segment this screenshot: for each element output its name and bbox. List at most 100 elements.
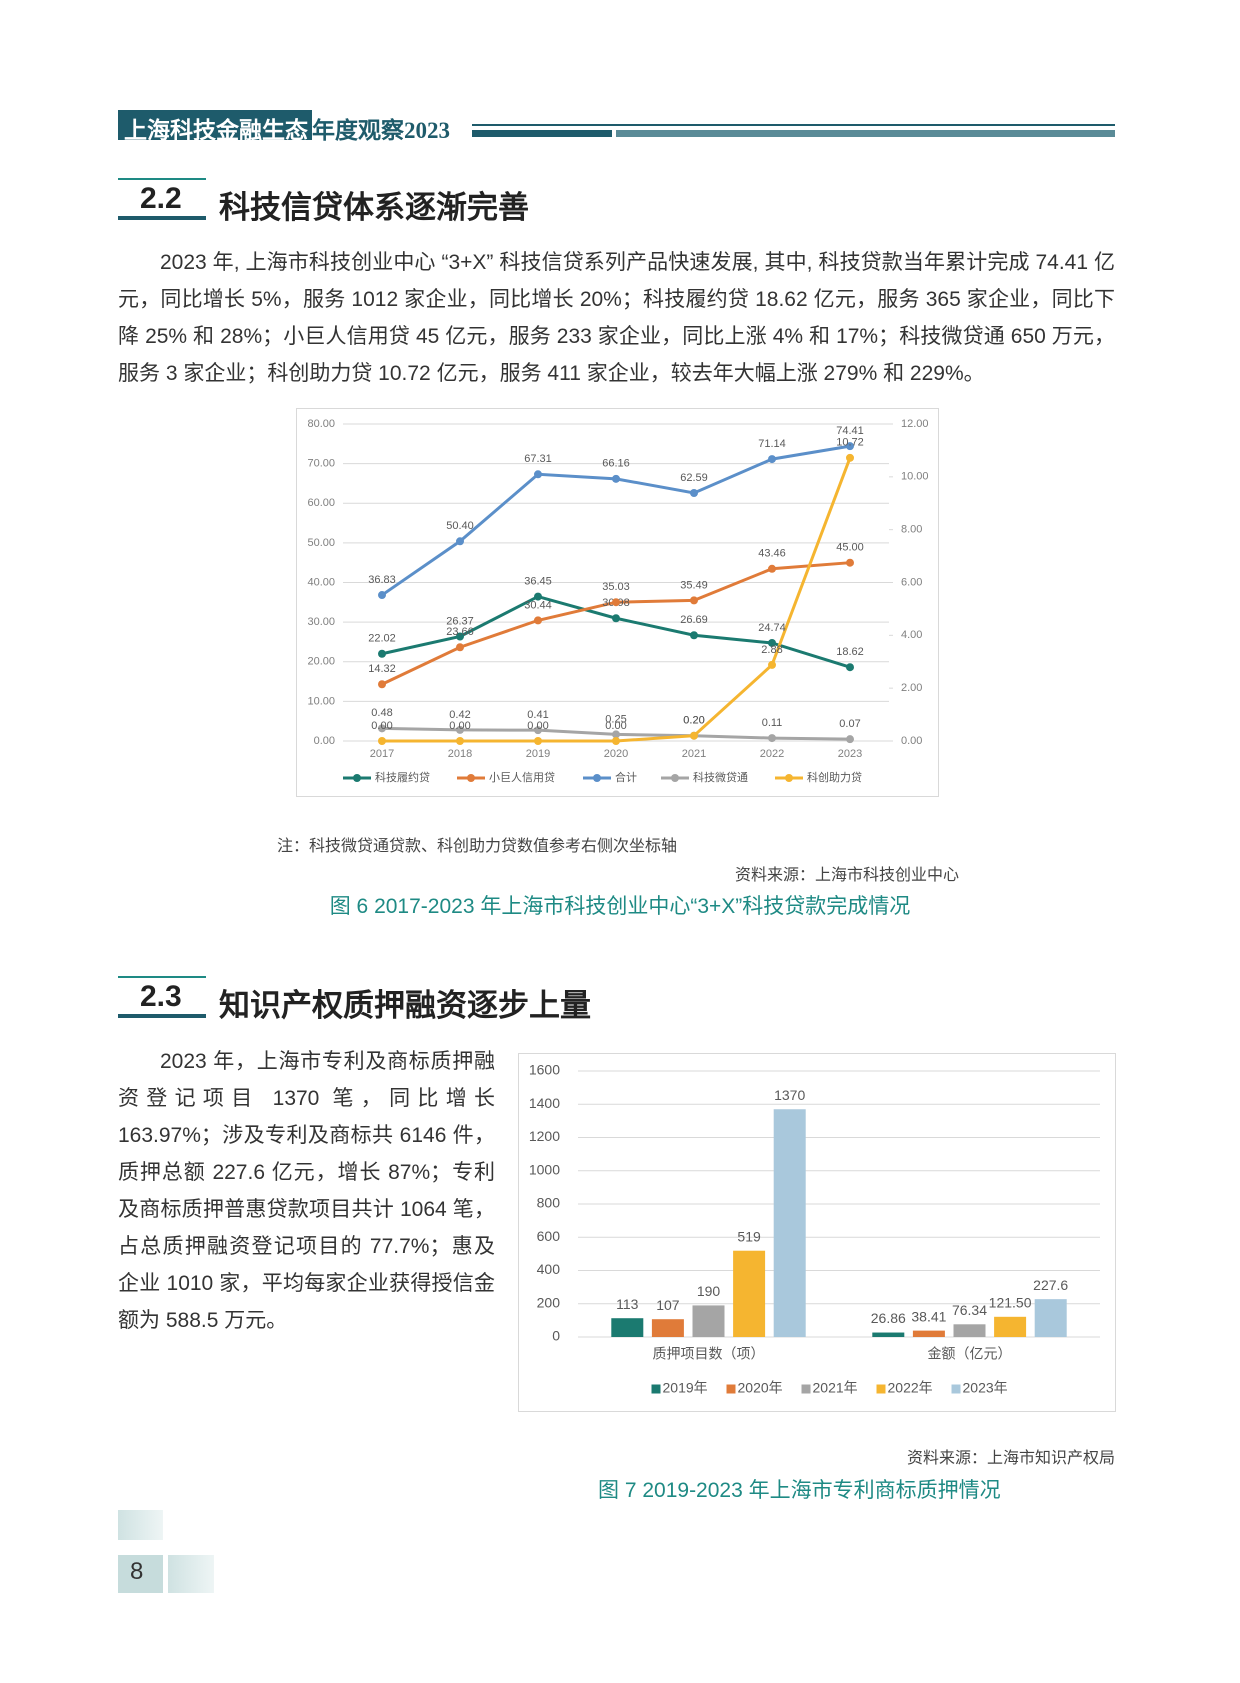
x-tick-label: 2023 [838,748,862,760]
y2-tick-label: 0.00 [901,735,922,747]
heading-rule [118,1014,206,1018]
source: 资料来源：上海市知识产权局 [906,1450,1115,1467]
source: 资料来源：上海市科技创业中心 [734,867,959,884]
data-label: 45.00 [836,542,864,554]
bar [994,1316,1027,1337]
data-point [846,453,854,462]
chart-note: 注：科技微贷通贷款、科创助力贷数值参考右侧次坐标轴 [277,838,678,855]
data-point [612,737,620,745]
section-title: 科技信贷体系逐渐完善 [219,190,529,225]
data-point [768,734,776,743]
data-label: 190 [697,1283,721,1299]
data-label: 38.41 [911,1308,946,1324]
data-label: 26.69 [680,614,708,626]
data-label: 71.14 [758,438,786,450]
figure-caption: 图 6 2017-2023 年上海市科技创业中心“3+X”科技贷款完成情况 [329,895,911,918]
y2-tick-label: 4.00 [901,629,922,641]
y-tick-label: 30.00 [307,616,335,628]
data-label: 36.83 [368,574,396,586]
y-tick-label: 1000 [529,1161,560,1177]
data-label: 0.00 [527,720,548,732]
y-tick-label: 20.00 [307,656,335,668]
legend-swatch [726,1384,736,1394]
legend-label: 科技履约贷 [375,770,430,784]
x-tick-label: 2021 [682,748,706,760]
legend-swatch [951,1384,961,1394]
data-label: 22.02 [368,633,396,645]
y-tick-label: 70.00 [307,458,335,470]
data-label: 0.25 [605,713,626,725]
data-label: 0.00 [605,720,626,732]
x-tick-label: 2017 [370,748,394,760]
data-label: 50.40 [446,520,474,532]
legend-label: 合计 [615,770,637,784]
data-label: 18.62 [836,646,864,658]
data-point [768,638,776,647]
data-point [378,724,386,733]
section-number: 2.2 [140,182,182,215]
legend-label: 2021年 [813,1380,858,1396]
bar [733,1250,766,1337]
y-tick-label: 1400 [529,1095,560,1111]
data-label: 10.72 [836,437,864,449]
legend-swatch [801,1384,811,1394]
y-tick-label: 1600 [529,1062,560,1078]
data-label: 107 [656,1297,680,1313]
y2-tick-label: 6.00 [901,576,922,588]
x-tick-label: 2018 [448,748,472,760]
data-label: 30.44 [524,599,552,611]
header-rule [472,124,1115,126]
data-label: 0.42 [449,709,470,721]
y-tick-label: 0.00 [314,735,335,747]
figure-caption: 图 7 2019-2023 年上海市专利商标质押情况 [598,1479,1001,1502]
data-label: 227.6 [1033,1277,1068,1293]
data-label: 35.49 [680,579,708,591]
x-tick-label: 2022 [760,748,784,760]
data-label: 1370 [774,1087,805,1103]
header-rule [616,130,1115,137]
data-point [534,470,542,479]
data-label: 62.59 [680,472,708,484]
y-tick-label: 600 [537,1228,561,1244]
y-tick-label: 800 [537,1195,561,1211]
data-point [534,592,542,601]
page-deco [118,1510,163,1540]
paragraph: 2023 年, 上海市科技创业中心 “3+X” 科技信贷系列产品快速发展, 其中… [118,251,1115,385]
heading-rule [118,178,206,180]
legend-marker [353,774,361,782]
legend-marker [593,774,601,782]
page-number: 8 [130,1558,144,1585]
data-point [690,631,698,640]
y-tick-label: 1200 [529,1128,560,1144]
data-label: 26.86 [871,1310,906,1326]
header-rule [472,130,612,137]
data-point [846,663,854,672]
data-label: 113 [616,1296,639,1312]
bar [953,1324,986,1337]
bar [651,1319,684,1337]
data-point [846,735,854,744]
y-tick-label: 10.00 [307,695,335,707]
data-label: 35.03 [602,581,630,593]
data-point [378,737,386,745]
data-point [690,731,698,740]
legend-label: 科创助力贷 [807,770,862,784]
y-tick-label: 60.00 [307,497,335,509]
data-label: 519 [737,1228,761,1244]
chart-frame: 0.00 10.00 20.00 30.00 40.00 50.00 60.00 70.00 8… [296,408,939,797]
data-point [768,455,776,464]
legend-label: 科技微贷通 [693,770,748,784]
legend-label: 2023年 [963,1380,1008,1396]
page-deco [168,1555,214,1593]
data-label: 76.34 [952,1302,987,1318]
y-tick-label: 80.00 [307,418,335,430]
section-number: 2.3 [140,980,182,1013]
legend-label: 2022年 [888,1380,933,1396]
data-label: 14.32 [368,663,396,675]
data-label: 67.31 [524,453,552,465]
data-point [378,649,386,658]
data-point [612,614,620,623]
data-point [612,598,620,607]
data-label: 26.37 [446,615,474,627]
